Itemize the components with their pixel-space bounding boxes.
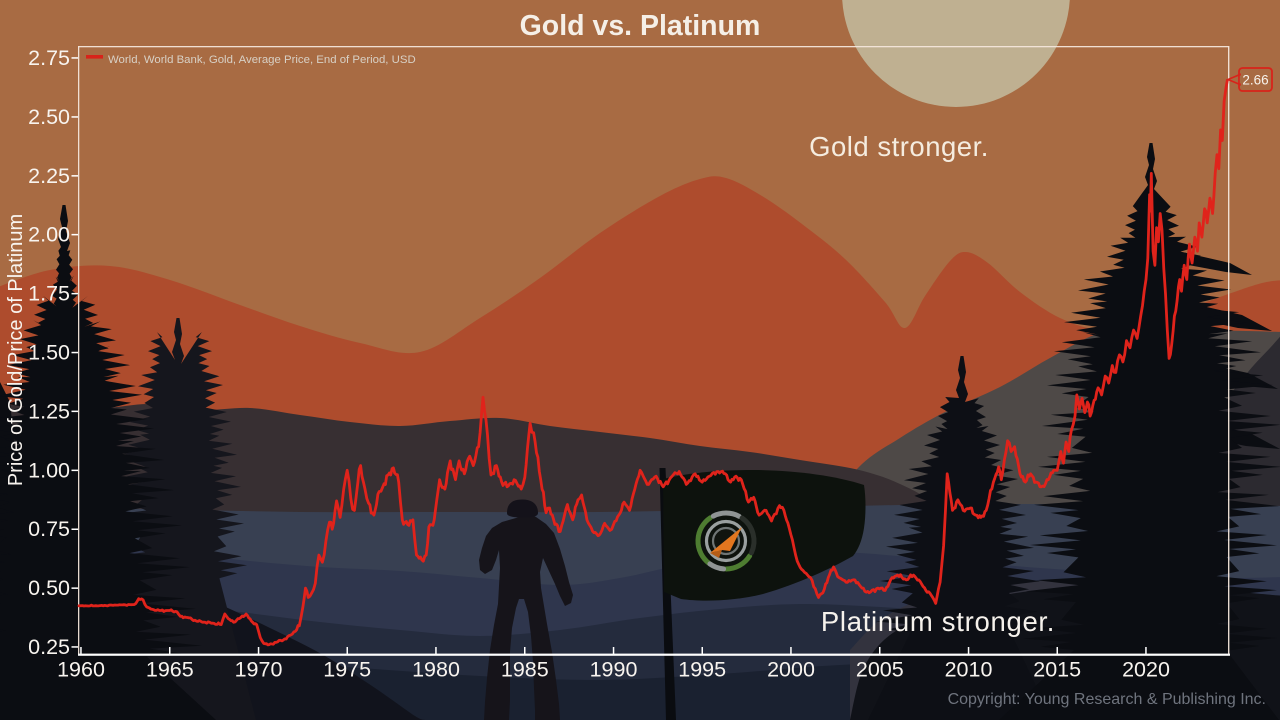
svg-text:2.00: 2.00 (28, 223, 70, 247)
svg-text:1985: 1985 (501, 658, 549, 682)
svg-text:World, World Bank, Gold, Avera: World, World Bank, Gold, Average Price, … (108, 54, 416, 66)
svg-text:1995: 1995 (678, 658, 726, 682)
svg-text:Gold stronger.: Gold stronger. (809, 131, 989, 162)
svg-text:2.75: 2.75 (28, 46, 70, 70)
svg-text:1990: 1990 (590, 658, 638, 682)
svg-text:2010: 2010 (945, 658, 993, 682)
svg-text:1960: 1960 (57, 658, 105, 682)
svg-text:Price of Gold/Price of Platinu: Price of Gold/Price of Platinum (5, 214, 27, 486)
svg-text:1.25: 1.25 (28, 399, 70, 423)
svg-text:2015: 2015 (1033, 658, 1081, 682)
svg-text:0.50: 0.50 (28, 576, 70, 600)
svg-text:0.25: 0.25 (28, 635, 70, 659)
svg-text:1965: 1965 (146, 658, 194, 682)
svg-text:1.00: 1.00 (28, 458, 70, 482)
svg-text:2.66: 2.66 (1242, 73, 1268, 88)
svg-text:1.75: 1.75 (28, 282, 70, 306)
svg-text:0.75: 0.75 (28, 517, 70, 541)
svg-text:1980: 1980 (412, 658, 460, 682)
svg-text:1.50: 1.50 (28, 341, 70, 365)
svg-text:Platinum stronger.: Platinum stronger. (821, 606, 1055, 637)
svg-text:Gold vs. Platinum: Gold vs. Platinum (520, 10, 761, 42)
svg-text:2020: 2020 (1122, 658, 1170, 682)
svg-text:Copyright: Young Research & Pu: Copyright: Young Research & Publishing I… (948, 691, 1266, 708)
svg-text:2000: 2000 (767, 658, 815, 682)
svg-text:2.50: 2.50 (28, 105, 70, 129)
svg-text:2.25: 2.25 (28, 164, 70, 188)
svg-text:1975: 1975 (323, 658, 371, 682)
svg-text:1970: 1970 (235, 658, 283, 682)
svg-text:2005: 2005 (856, 658, 904, 682)
